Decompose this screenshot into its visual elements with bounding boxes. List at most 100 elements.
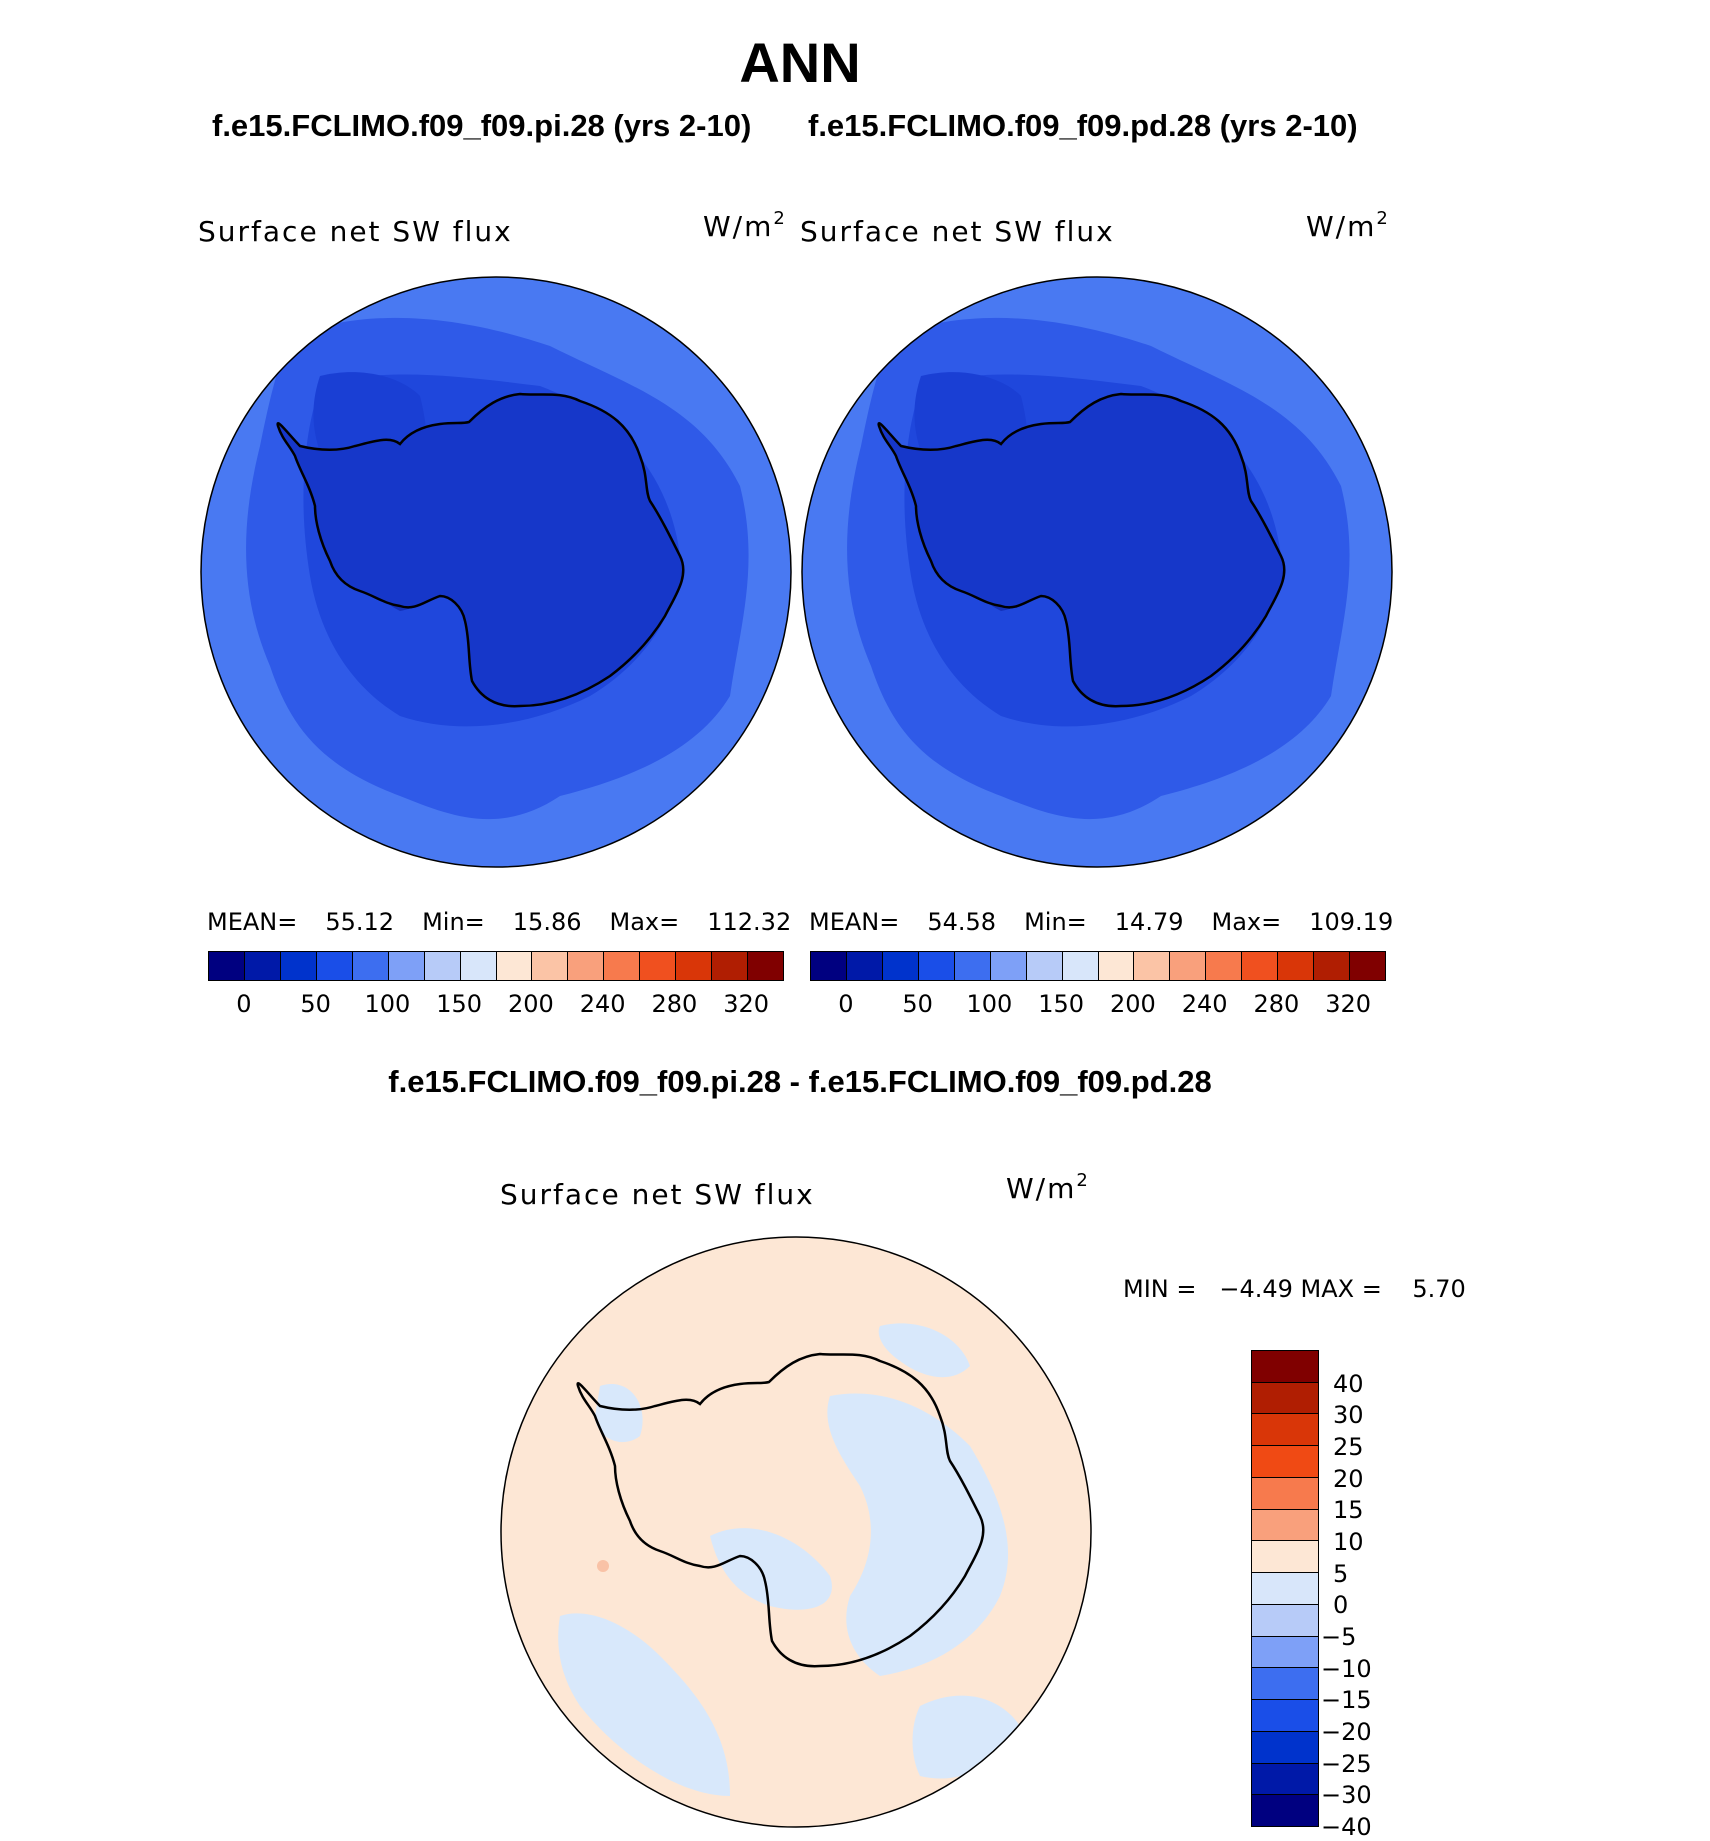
colorbar-swatch xyxy=(1206,952,1243,980)
colorbar-tick-label: 0 xyxy=(838,990,854,1018)
colorbar-swatch xyxy=(882,952,919,980)
diff-case-title: f.e15.FCLIMO.f09_f09.pi.28 - f.e15.FCLIM… xyxy=(388,1064,1212,1099)
colorbar-swatch xyxy=(316,952,353,980)
colorbar-tick-label: 15 xyxy=(1333,1496,1364,1525)
colorbar-swatch xyxy=(918,952,955,980)
diff-colorbar xyxy=(1251,1350,1319,1827)
colorbar-tick-label: 100 xyxy=(966,990,1013,1018)
colorbar-swatch xyxy=(676,952,713,980)
colorbar-swatch xyxy=(1252,1509,1318,1542)
left-colorbar xyxy=(208,951,784,981)
colorbar-swatch xyxy=(640,952,677,980)
right-case-title: f.e15.FCLIMO.f09_f09.pd.28 (yrs 2-10) xyxy=(808,108,1358,143)
colorbar-swatch xyxy=(388,952,425,980)
colorbar-swatch xyxy=(1278,952,1315,980)
right-colorbar xyxy=(810,951,1386,981)
colorbar-swatch xyxy=(846,952,883,980)
left-field-label: Surface net SW flux xyxy=(198,215,513,248)
colorbar-swatch xyxy=(1252,1382,1318,1415)
colorbar-tick-label: −15 xyxy=(1321,1686,1372,1715)
colorbar-tick-label: −25 xyxy=(1321,1749,1372,1778)
colorbar-swatch xyxy=(568,952,605,980)
positive-diff-spot xyxy=(597,1560,609,1572)
colorbar-swatch xyxy=(1062,952,1099,980)
colorbar-tick-label: −20 xyxy=(1321,1718,1372,1746)
colorbar-tick-label: −40 xyxy=(1321,1813,1372,1841)
colorbar-swatch xyxy=(1350,952,1385,980)
colorbar-tick-label: 100 xyxy=(364,990,411,1018)
map-boundary xyxy=(200,276,792,868)
map-boundary xyxy=(500,1236,1092,1828)
antarctica-outline xyxy=(276,392,685,708)
diff-units-label: W/m2 xyxy=(1006,1170,1088,1205)
colorbar-tick-label: 40 xyxy=(1333,1369,1364,1398)
colorbar-tick-label: 320 xyxy=(1325,990,1372,1018)
colorbar-tick-label: 5 xyxy=(1333,1559,1349,1588)
negative-diff-region xyxy=(878,1323,970,1378)
colorbar-tick-label: 240 xyxy=(1181,990,1228,1018)
colorbar-swatch xyxy=(748,952,783,980)
right-polar-map xyxy=(801,276,1393,868)
colorbar-swatch xyxy=(1252,1541,1318,1574)
diff-field-label: Surface net SW flux xyxy=(500,1178,815,1211)
colorbar-swatch xyxy=(1026,952,1063,980)
colorbar-tick-label: 280 xyxy=(651,990,698,1018)
colorbar-swatch xyxy=(1252,1573,1318,1605)
colorbar-swatch xyxy=(1098,952,1135,980)
colorbar-tick-label: 50 xyxy=(902,990,933,1018)
colorbar-tick-label: 200 xyxy=(1109,990,1156,1018)
diff-minmax: MIN = −4.49 MAX = 5.70 xyxy=(1123,1275,1466,1303)
left-units-label: W/m2 xyxy=(703,208,785,243)
colorbar-swatch xyxy=(1252,1636,1318,1669)
colorbar-swatch xyxy=(1252,1668,1318,1701)
negative-diff-region xyxy=(558,1613,730,1796)
colorbar-tick-label: 240 xyxy=(579,990,626,1018)
colorbar-tick-label: 200 xyxy=(507,990,554,1018)
colorbar-tick-label: 10 xyxy=(1333,1528,1364,1556)
main-title: ANN xyxy=(739,31,861,94)
colorbar-swatch xyxy=(1252,1446,1318,1478)
colorbar-tick-label: −30 xyxy=(1321,1781,1372,1810)
colorbar-swatch xyxy=(1252,1731,1318,1764)
colorbar-tick-label: 150 xyxy=(436,990,483,1018)
right-field-label: Surface net SW flux xyxy=(800,215,1115,248)
colorbar-swatch xyxy=(244,952,281,980)
colorbar-swatch xyxy=(954,952,991,980)
right-stats: MEAN= 54.58 Min= 14.79 Max= 109.19 xyxy=(809,908,1394,936)
colorbar-swatch xyxy=(1252,1604,1318,1637)
colorbar-swatch xyxy=(352,952,389,980)
colorbar-swatch xyxy=(1242,952,1279,980)
colorbar-swatch xyxy=(1252,1351,1318,1383)
colorbar-tick-label: 0 xyxy=(1333,1591,1349,1620)
colorbar-tick-label: −10 xyxy=(1321,1654,1372,1683)
colorbar-tick-label: 0 xyxy=(236,990,252,1018)
colorbar-swatch xyxy=(1134,952,1171,980)
colorbar-swatch xyxy=(209,952,245,980)
left-polar-map xyxy=(200,276,792,868)
left-stats: MEAN= 55.12 Min= 15.86 Max= 112.32 xyxy=(207,908,792,936)
antarctica-outline xyxy=(576,1352,985,1668)
colorbar-tick-label: 50 xyxy=(300,990,331,1018)
colorbar-tick-label: 20 xyxy=(1333,1464,1364,1493)
map-boundary xyxy=(801,276,1393,868)
colorbar-tick-label: 280 xyxy=(1253,990,1300,1018)
colorbar-tick-label: 25 xyxy=(1333,1433,1364,1461)
negative-diff-region xyxy=(595,1384,643,1443)
diff-polar-map xyxy=(500,1236,1092,1828)
colorbar-swatch xyxy=(1314,952,1351,980)
colorbar-swatch xyxy=(712,952,749,980)
colorbar-swatch xyxy=(496,952,533,980)
colorbar-tick-label: 150 xyxy=(1038,990,1085,1018)
colorbar-tick-label: 30 xyxy=(1333,1401,1364,1430)
colorbar-swatch xyxy=(532,952,569,980)
colorbar-swatch xyxy=(1252,1700,1318,1732)
colorbar-swatch xyxy=(811,952,847,980)
colorbar-swatch xyxy=(1252,1795,1318,1827)
negative-diff-region xyxy=(710,1528,832,1610)
colorbar-tick-label: −5 xyxy=(1321,1623,1357,1651)
colorbar-swatch xyxy=(280,952,317,980)
negative-diff-region xyxy=(827,1393,1009,1676)
colorbar-swatch xyxy=(460,952,497,980)
antarctica-outline xyxy=(877,392,1286,708)
colorbar-swatch xyxy=(1252,1763,1318,1796)
